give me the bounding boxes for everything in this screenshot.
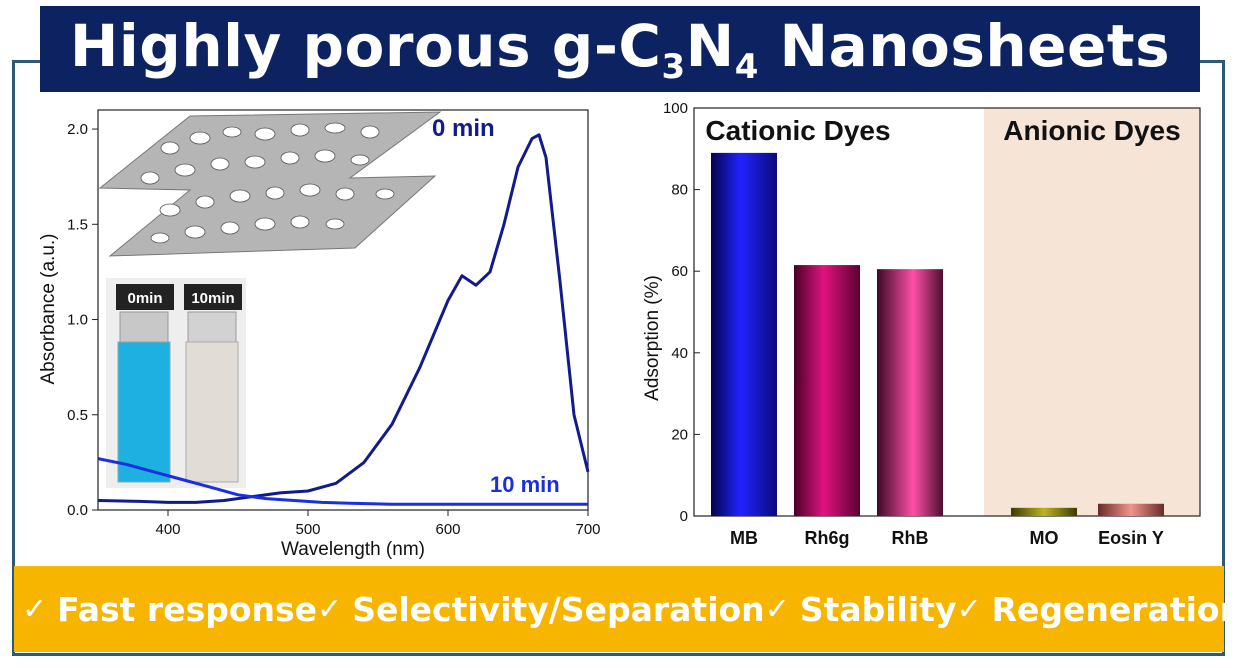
x-tick-label: 700 (575, 521, 600, 538)
x-tick-label: Rh6g (805, 528, 850, 548)
y-tick-label: 40 (671, 345, 688, 362)
vial0-label: 0min (127, 290, 162, 307)
feature-stability: ✓ Stability (764, 589, 957, 629)
x-tick-label: 600 (435, 521, 460, 538)
vial0-label-box (116, 284, 174, 310)
y-tick-label: 20 (671, 426, 688, 443)
cationic-dyes-label: Cationic Dyes (705, 115, 890, 146)
y-tick-label: 60 (671, 263, 688, 280)
check-icon: ✓ (764, 591, 790, 627)
y-tick-label: 80 (671, 182, 688, 199)
y-tick-label: 0.0 (67, 502, 88, 519)
x-tick-label: RhB (892, 528, 929, 548)
x-tick-label: Eosin Y (1098, 528, 1164, 548)
y-axis-label: Absorbance (a.u.) (38, 233, 59, 384)
adsorption-chart: 0 20 40 60 80 100 MB Rh6g RhB MO Eosin Y Cationic … (642, 100, 1201, 548)
check-icon: ✓ (317, 591, 343, 627)
x-tick-label: MO (1030, 528, 1059, 548)
y-tick-label: 0.5 (67, 407, 88, 424)
clear-vial (185, 341, 239, 483)
y-tick-label: 2.0 (67, 121, 88, 138)
blue-vial (117, 341, 171, 483)
check-icon: ✓ (956, 591, 982, 627)
bar-mo (1011, 507, 1077, 516)
x-axis-label: Wavelength (nm) (281, 539, 425, 560)
anionic-dyes-label: Anionic Dyes (1003, 115, 1180, 146)
inset-vials-photo: 0min 10min (106, 278, 246, 488)
figure-title: Highly porous g-C3N4 Nanosheets (69, 11, 1171, 87)
feature-fast-response: ✓ Fast response (22, 589, 318, 629)
bar-eosin-y (1098, 503, 1164, 516)
bar-rh6g (794, 265, 860, 516)
annotation-10min: 10 min (490, 472, 560, 497)
y-tick-label: 1.5 (67, 216, 88, 233)
x-tick-label: MB (730, 528, 758, 548)
y-tick-label: 0 (680, 508, 688, 525)
plot-frame (97, 109, 589, 511)
check-icon: ✓ (22, 591, 48, 627)
absorbance-chart: 0min 10min 400 500 600 700 0.0 0.5 1.0 1.5 2.0 0… (38, 109, 601, 560)
series-0min-line (97, 133, 590, 504)
plot-frame (693, 107, 1201, 517)
title-banner: Highly porous g-C3N4 Nanosheets (40, 6, 1200, 92)
x-tick-label: 500 (295, 521, 320, 538)
y-tick-label: 100 (663, 100, 688, 117)
y-tick-label: 1.0 (67, 312, 88, 329)
feature-selectivity: ✓ Selectivity/Separation (317, 589, 765, 629)
series-10min-line (97, 457, 588, 506)
anionic-region (984, 108, 1200, 516)
features-footer: ✓ Fast response ✓ Selectivity/Separation ✓… (14, 566, 1237, 652)
bar-mb (711, 152, 777, 516)
bar-rhb (877, 269, 943, 516)
annotation-0min: 0 min (432, 115, 495, 142)
vial10-label-box (184, 284, 242, 310)
vial10-label: 10min (191, 290, 234, 307)
y-axis-label: Adsorption (%) (642, 275, 663, 401)
x-tick-label: 400 (155, 521, 180, 538)
inset-nanosheet-image (98, 111, 442, 257)
feature-regeneration: ✓ Regeneration (956, 589, 1237, 629)
